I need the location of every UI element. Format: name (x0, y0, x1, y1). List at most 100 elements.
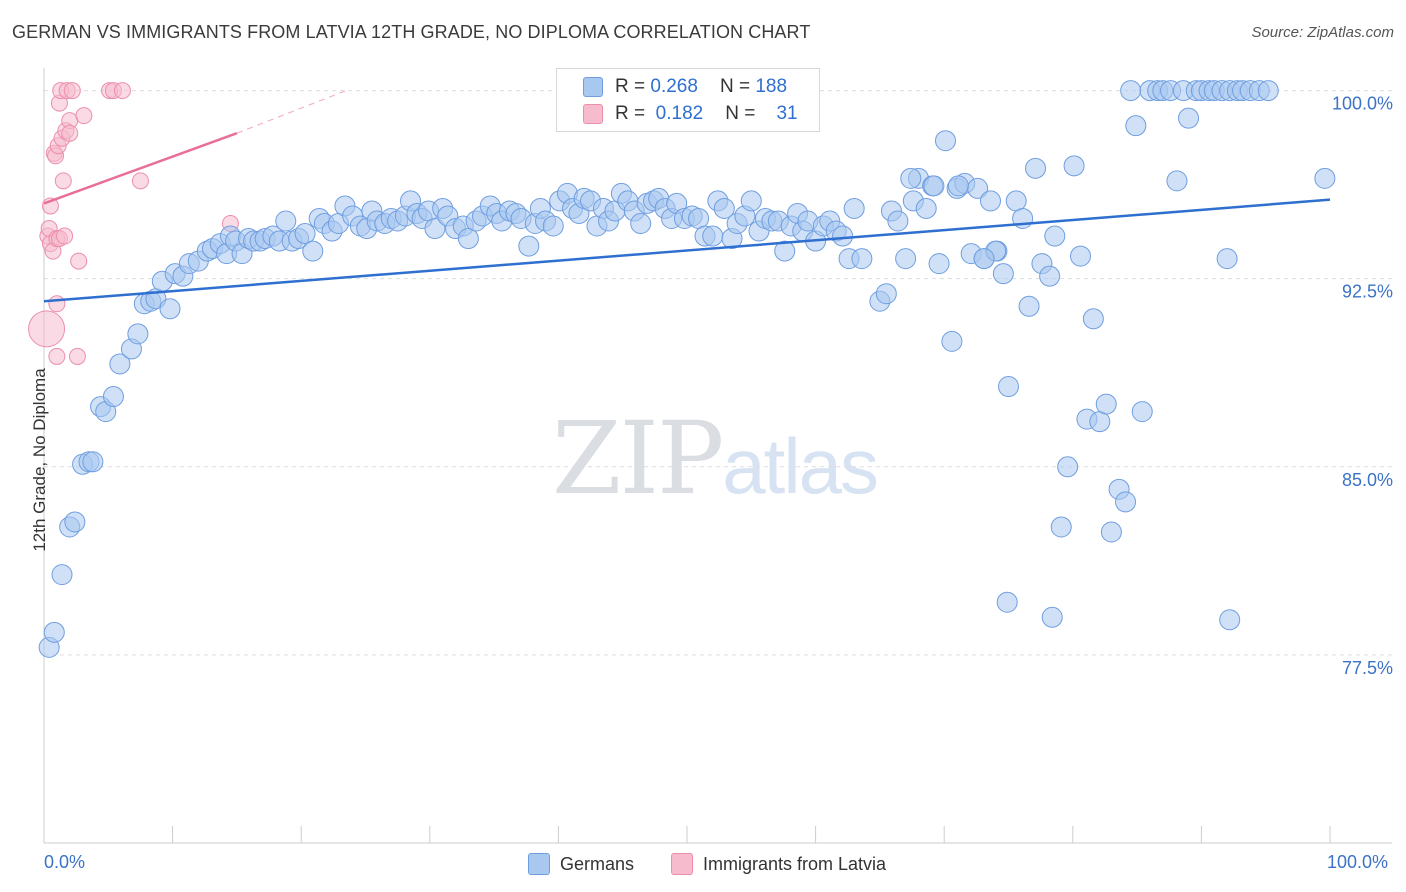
german-point (713, 197, 735, 219)
y-axis-label: 12th Grade, No Diploma (30, 368, 49, 552)
legend-n-label: N = (725, 103, 756, 124)
series-latvia-points (28, 82, 239, 365)
y-tick-label: 92.5% (1342, 282, 1393, 302)
watermark: ZIPatlas (552, 400, 879, 517)
bottom-legend-latvia: Immigrants from Latvia (671, 852, 886, 876)
german-point (1166, 170, 1188, 192)
german-point (875, 283, 897, 305)
german-point (1089, 411, 1111, 433)
german-point (934, 130, 956, 152)
german-point (1314, 167, 1336, 189)
german-point (923, 175, 945, 197)
legend-n-label: N = (719, 76, 751, 97)
german-point (702, 225, 724, 247)
legend-swatch-latvia (583, 104, 603, 124)
german-point (302, 240, 324, 262)
latvia-point (61, 124, 79, 142)
german-point (109, 353, 131, 375)
german-point (294, 223, 316, 245)
bottom-legend-german: Germans (528, 852, 634, 876)
german-point (928, 253, 950, 275)
german-point (887, 210, 909, 232)
german-point (43, 621, 65, 643)
german-point (992, 263, 1014, 285)
german-point (1131, 401, 1153, 423)
german-point (1082, 308, 1104, 330)
german-point (1257, 80, 1279, 102)
legend-r-value-german: 0.268 (650, 76, 698, 97)
latvia-point (113, 82, 131, 100)
series-german-points (38, 80, 1336, 658)
german-point (996, 591, 1018, 613)
latvia-point (75, 107, 93, 125)
latvia-point (54, 172, 72, 190)
german-point (1005, 190, 1027, 212)
y-tick-label: 100.0% (1332, 94, 1393, 114)
watermark-atlas: atlas (722, 422, 879, 510)
german-point (1063, 155, 1085, 177)
german-point (275, 210, 297, 232)
german-point (1018, 295, 1040, 317)
german-point (843, 197, 865, 219)
german-point (542, 215, 564, 237)
latvia-point (70, 252, 88, 270)
x-tick-label-0: 0.0% (44, 852, 86, 872)
legend-row-latvia: R = 0.182 N = 31 (583, 102, 798, 126)
german-point (900, 167, 922, 189)
german-point (82, 451, 104, 473)
german-point (630, 213, 652, 235)
german-point (1025, 157, 1047, 179)
legend-n-value-german: 188 (755, 76, 788, 97)
chart-title: GERMAN VS IMMIGRANTS FROM LATVIA 12TH GR… (12, 22, 811, 42)
legend-r-label: R = (615, 103, 646, 124)
bottom-legend-swatch-latvia (671, 853, 693, 875)
latvia-point (68, 347, 86, 365)
german-point (64, 511, 86, 533)
german-point (127, 323, 149, 345)
german-point (1219, 609, 1241, 631)
german-point (851, 248, 873, 270)
bottom-legend-label-latvia: Immigrants from Latvia (703, 853, 887, 874)
german-point (979, 190, 1001, 212)
german-point (941, 330, 963, 352)
german-point (895, 248, 917, 270)
grid-lines (44, 90, 1392, 656)
german-point (518, 235, 540, 257)
german-point (1039, 265, 1061, 287)
german-point (915, 197, 937, 219)
bottom-legend-label-german: Germans (560, 853, 635, 874)
stats-legend: R = 0.268 N = 188 R = 0.182 N = 31 (556, 68, 820, 132)
german-point (1120, 80, 1142, 102)
german-point (832, 225, 854, 247)
german-point (159, 298, 181, 320)
y-tick-label: 85.0% (1342, 470, 1393, 490)
legend-r-label: R = (615, 76, 646, 97)
german-point (1100, 521, 1122, 543)
german-point (1070, 245, 1092, 267)
trend-lines (43, 90, 1331, 303)
latvia-point (28, 310, 66, 348)
watermark-zip: ZIP (552, 400, 724, 517)
latvia-point (131, 172, 149, 190)
trend-line-latvia-extension (236, 90, 347, 134)
bottom-legend-swatch-german (528, 853, 550, 875)
german-point (51, 564, 73, 586)
trend-line-latvia (43, 132, 238, 205)
german-point (1041, 606, 1063, 628)
y-tick-labels: 77.5% 85.0% 92.5% 100.0% (1332, 94, 1393, 678)
legend-r-value-latvia: 0.182 (655, 103, 704, 124)
source-label: Source: ZipAtlas.com (1251, 24, 1394, 41)
latvia-point (56, 227, 74, 245)
latvia-point (48, 347, 66, 365)
latvia-point (63, 82, 81, 100)
legend-swatch-german (583, 77, 603, 97)
german-point (424, 218, 446, 240)
german-point (998, 376, 1019, 398)
legend-n-value-latvia: 31 (776, 103, 798, 124)
legend-row-german: R = 0.268 N = 188 (583, 75, 787, 99)
german-point (1115, 491, 1137, 513)
trend-line-german (43, 198, 1331, 303)
y-tick-label: 77.5% (1342, 658, 1393, 678)
german-point (1178, 107, 1200, 129)
german-point (1216, 248, 1238, 270)
